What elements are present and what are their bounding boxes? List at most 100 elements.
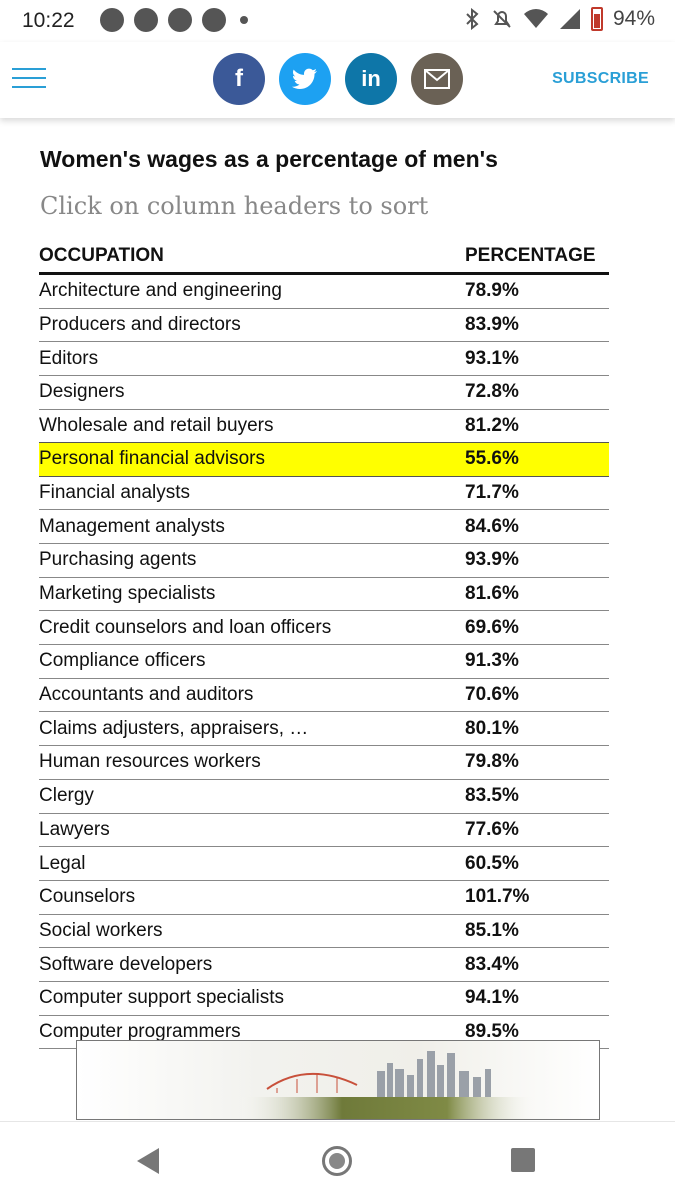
occupation-cell: Management analysts: [39, 515, 225, 537]
percentage-cell: 60.5%: [465, 852, 519, 874]
percentage-cell: 72.8%: [465, 381, 519, 403]
system-navigation-bar: [0, 1121, 675, 1200]
occupation-cell: Purchasing agents: [39, 549, 197, 571]
table-row: Personal financial advisors 55.6%: [39, 441, 609, 477]
bluetooth-icon: [466, 8, 479, 30]
wages-table: OCCUPATION PERCENTAGE Architecture and e…: [39, 240, 609, 1050]
cell-signal-icon: [559, 9, 580, 29]
city-skyline-ad-image: [77, 1041, 599, 1119]
article-content: Women's wages as a percentage of men's C…: [0, 118, 675, 1122]
occupation-cell: Computer programmers: [39, 1020, 241, 1042]
patreon-notification-icon: [168, 8, 192, 32]
percentage-cell: 93.9%: [465, 549, 519, 571]
table-row: Accountants and auditors 70.6%: [39, 679, 609, 713]
table-row: Designers 72.8%: [39, 376, 609, 410]
occupation-cell: Personal financial advisors: [39, 448, 266, 470]
table-row: Financial analysts 71.7%: [39, 477, 609, 511]
table-row: Architecture and engineering 78.9%: [39, 275, 609, 309]
occupation-cell: Editors: [39, 347, 99, 369]
notification-icons: [100, 8, 248, 32]
facebook-share-button[interactable]: f: [213, 53, 265, 105]
percentage-cell: 83.4%: [465, 953, 519, 975]
occupation-cell: Legal: [39, 852, 86, 874]
occupation-cell: Financial analysts: [39, 481, 191, 503]
percentage-cell: 78.9%: [465, 280, 519, 302]
table-subtitle: Click on column headers to sort: [40, 192, 429, 220]
table-row: Computer support specialists 94.1%: [39, 982, 609, 1016]
linkedin-icon: in: [361, 66, 381, 91]
table-row: Social workers 85.1%: [39, 915, 609, 949]
percentage-cell: 85.1%: [465, 919, 519, 941]
status-bar: 10:22 94%: [0, 0, 675, 42]
occupation-cell: Lawyers: [39, 818, 110, 840]
percentage-cell: 89.5%: [465, 1020, 519, 1042]
more-notifications-dot-icon: [240, 16, 248, 24]
table-row: Management analysts 84.6%: [39, 510, 609, 544]
battery-percent: 94%: [612, 7, 655, 30]
table-row: Clergy 83.5%: [39, 780, 609, 814]
table-row: Lawyers 77.6%: [39, 814, 609, 848]
table-row: Software developers 83.4%: [39, 948, 609, 982]
occupation-cell: Social workers: [39, 919, 163, 941]
table-row: Compliance officers 91.3%: [39, 645, 609, 679]
facebook-icon: f: [235, 65, 243, 92]
percentage-cell: 55.6%: [465, 448, 519, 470]
play-notification-icon: [100, 8, 124, 32]
occupation-cell: Producers and directors: [39, 314, 241, 336]
occupation-cell: Compliance officers: [39, 650, 206, 672]
percentage-cell: 93.1%: [465, 347, 519, 369]
hamburger-menu-icon[interactable]: [12, 68, 46, 90]
percentage-cell: 94.1%: [465, 987, 519, 1009]
envelope-icon: [424, 69, 450, 89]
linkedin-share-button[interactable]: in: [345, 53, 397, 105]
table-row: Wholesale and retail buyers 81.2%: [39, 410, 609, 444]
percentage-cell: 77.6%: [465, 818, 519, 840]
column-header-occupation[interactable]: OCCUPATION: [39, 245, 164, 266]
table-body: Architecture and engineering 78.9% Produce…: [39, 275, 609, 1050]
home-icon[interactable]: [322, 1146, 352, 1176]
table-title: Women's wages as a percentage of men's: [40, 146, 498, 172]
table-row: Credit counselors and loan officers 69.6%: [39, 611, 609, 646]
percentage-cell: 81.2%: [465, 415, 519, 437]
occupation-cell: Computer support specialists: [39, 987, 284, 1009]
flame-notification-icon: [134, 8, 158, 32]
wifi-icon: [523, 9, 548, 28]
percentage-cell: 84.6%: [465, 515, 519, 537]
table-row: Human resources workers 79.8%: [39, 746, 609, 780]
column-header-percentage[interactable]: PERCENTAGE: [465, 245, 596, 266]
percentage-cell: 83.5%: [465, 785, 519, 807]
table-row: Purchasing agents 93.9%: [39, 544, 609, 578]
status-time: 10:22: [22, 9, 75, 32]
table-row: Claims adjusters, appraisers, … 80.1%: [39, 712, 609, 747]
percentage-cell: 70.6%: [465, 684, 519, 706]
table-row: Counselors 101.7%: [39, 881, 609, 915]
occupation-cell: Clergy: [39, 785, 94, 807]
twitter-share-button[interactable]: [279, 53, 331, 105]
percentage-cell: 91.3%: [465, 650, 519, 672]
subscribe-link[interactable]: SUBSCRIBE: [552, 70, 649, 87]
table-row: Marketing specialists 81.6%: [39, 578, 609, 612]
occupation-cell: Wholesale and retail buyers: [39, 415, 274, 437]
occupation-cell: Human resources workers: [39, 751, 261, 773]
ad-banner[interactable]: [76, 1040, 600, 1120]
percentage-cell: 101.7%: [465, 886, 530, 908]
percentage-cell: 79.8%: [465, 751, 519, 773]
occupation-cell: Claims adjusters, appraisers, …: [39, 717, 309, 739]
occupation-cell: Software developers: [39, 953, 213, 975]
table-header: OCCUPATION PERCENTAGE: [39, 240, 609, 275]
occupation-cell: Marketing specialists: [39, 583, 216, 605]
occupation-cell: Architecture and engineering: [39, 280, 282, 302]
percentage-cell: 69.6%: [465, 616, 519, 638]
occupation-cell: Counselors: [39, 886, 136, 908]
notifications-off-icon: [493, 10, 511, 28]
table-row: Editors 93.1%: [39, 342, 609, 377]
system-icons: 94%: [463, 7, 655, 31]
recent-apps-icon[interactable]: [511, 1148, 535, 1172]
back-icon[interactable]: [137, 1148, 159, 1174]
battery-icon: [590, 7, 603, 31]
percentage-cell: 80.1%: [465, 717, 519, 739]
percentage-cell: 83.9%: [465, 314, 519, 336]
site-header: f in SUBSCRIBE: [0, 42, 675, 118]
occupation-cell: Accountants and auditors: [39, 684, 254, 706]
email-share-button[interactable]: [411, 53, 463, 105]
